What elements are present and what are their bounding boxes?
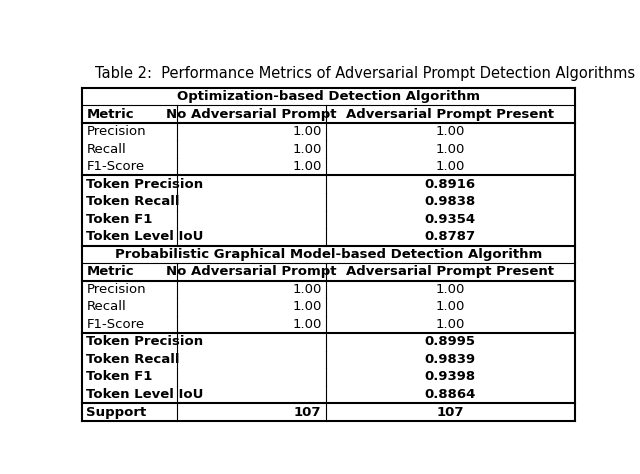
Text: No Adversarial Prompt: No Adversarial Prompt xyxy=(166,265,337,278)
Text: Token Precision: Token Precision xyxy=(86,336,204,348)
Text: F1-Score: F1-Score xyxy=(86,160,145,173)
Text: Precision: Precision xyxy=(86,283,146,296)
Text: 1.00: 1.00 xyxy=(436,143,465,156)
Text: Adversarial Prompt Present: Adversarial Prompt Present xyxy=(346,108,554,121)
Text: 1.00: 1.00 xyxy=(436,318,465,331)
Text: Token Recall: Token Recall xyxy=(86,353,180,366)
Text: 1.00: 1.00 xyxy=(436,125,465,138)
Text: Optimization-based Detection Algorithm: Optimization-based Detection Algorithm xyxy=(177,90,480,103)
Text: Token F1: Token F1 xyxy=(86,213,153,226)
Text: Token F1: Token F1 xyxy=(86,371,153,383)
Text: 0.9839: 0.9839 xyxy=(425,353,476,366)
Text: 0.9398: 0.9398 xyxy=(425,371,476,383)
Text: Support: Support xyxy=(86,405,147,419)
Text: Token Level IoU: Token Level IoU xyxy=(86,388,204,401)
Text: Token Precision: Token Precision xyxy=(86,178,204,191)
Text: 0.8995: 0.8995 xyxy=(425,336,476,348)
Text: Metric: Metric xyxy=(86,108,134,121)
Text: 1.00: 1.00 xyxy=(292,283,321,296)
Text: 1.00: 1.00 xyxy=(292,160,321,173)
Text: Adversarial Prompt Present: Adversarial Prompt Present xyxy=(346,265,554,278)
Text: 107: 107 xyxy=(436,405,464,419)
Text: Token Level IoU: Token Level IoU xyxy=(86,230,204,243)
Text: 0.9838: 0.9838 xyxy=(424,195,476,208)
Text: Token Recall: Token Recall xyxy=(86,195,180,208)
Text: 0.8864: 0.8864 xyxy=(424,388,476,401)
Text: Metric: Metric xyxy=(86,265,134,278)
Text: 0.8916: 0.8916 xyxy=(425,178,476,191)
Text: 107: 107 xyxy=(294,405,321,419)
Text: 0.8787: 0.8787 xyxy=(425,230,476,243)
Text: Recall: Recall xyxy=(86,143,126,156)
Text: 1.00: 1.00 xyxy=(436,160,465,173)
Text: Precision: Precision xyxy=(86,125,146,138)
Text: 0.9354: 0.9354 xyxy=(425,213,476,226)
Text: F1-Score: F1-Score xyxy=(86,318,145,331)
Text: Probabilistic Graphical Model-based Detection Algorithm: Probabilistic Graphical Model-based Dete… xyxy=(115,248,542,261)
Text: 1.00: 1.00 xyxy=(292,318,321,331)
Text: 1.00: 1.00 xyxy=(292,125,321,138)
Text: No Adversarial Prompt: No Adversarial Prompt xyxy=(166,108,337,121)
Text: 1.00: 1.00 xyxy=(436,283,465,296)
Text: 1.00: 1.00 xyxy=(436,301,465,313)
Text: 1.00: 1.00 xyxy=(292,143,321,156)
Text: Recall: Recall xyxy=(86,301,126,313)
Text: 1.00: 1.00 xyxy=(292,301,321,313)
Text: Table 2:  Performance Metrics of Adversarial Prompt Detection Algorithms: Table 2: Performance Metrics of Adversar… xyxy=(95,66,635,81)
